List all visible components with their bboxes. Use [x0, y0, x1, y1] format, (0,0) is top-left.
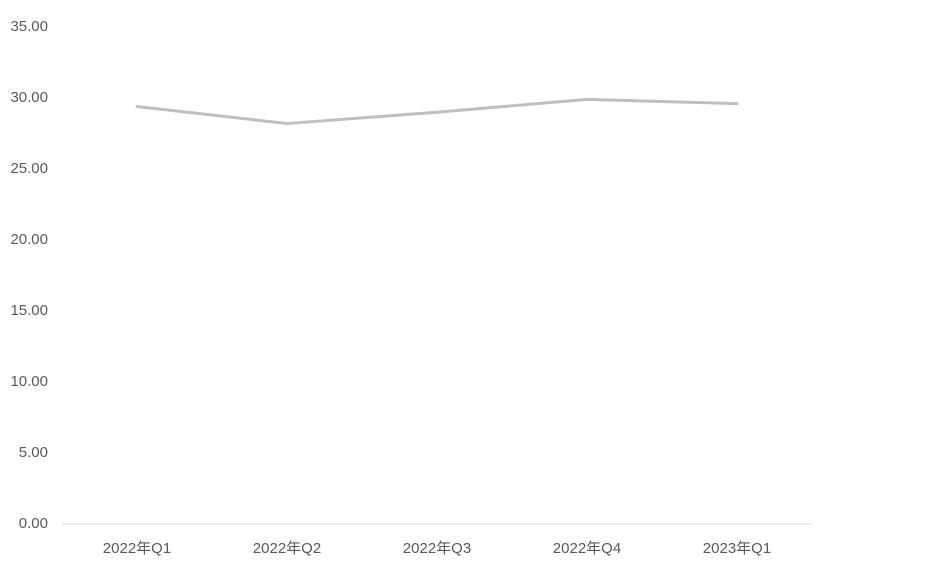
y-tick-label: 25.00 — [10, 160, 48, 177]
x-tick-label: 2022年Q1 — [103, 540, 171, 557]
y-tick-label: 15.00 — [10, 302, 48, 319]
y-tick-label: 0.00 — [19, 515, 48, 532]
x-tick-label: 2022年Q3 — [403, 540, 471, 557]
x-tick-label: 2022年Q2 — [253, 540, 321, 557]
line-series — [135, 97, 739, 126]
x-tick-label: 2022年Q4 — [553, 540, 621, 557]
y-tick-label: 35.00 — [10, 18, 48, 35]
x-tick-label: 2023年Q1 — [703, 540, 771, 557]
y-tick-label: 30.00 — [10, 89, 48, 106]
y-tick-label: 10.00 — [10, 373, 48, 390]
y-tick-label: 20.00 — [10, 231, 48, 248]
y-tick-label: 5.00 — [19, 444, 48, 461]
